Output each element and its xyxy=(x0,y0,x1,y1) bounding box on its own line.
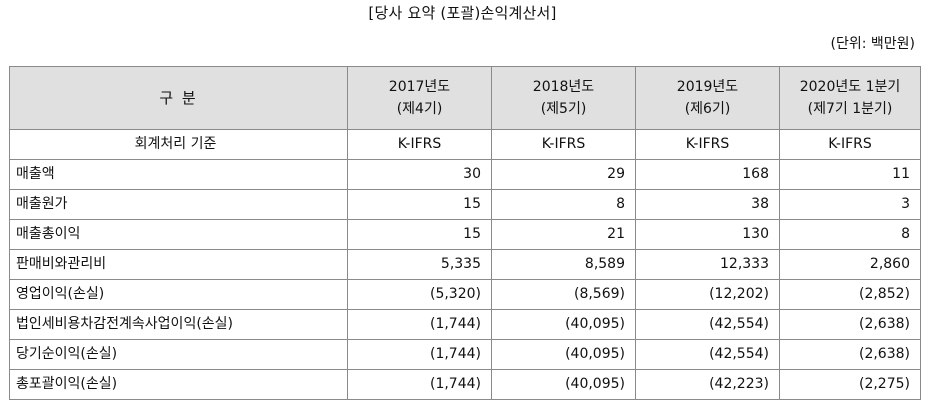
unit-note: (단위: 백만원) xyxy=(830,36,916,52)
period-header-2018: 2018년도 (제5기) xyxy=(491,66,636,130)
row-label: 법인세비용차감전계속사업이익(손실) xyxy=(9,309,348,340)
period-term: (제5기) xyxy=(540,101,587,117)
cell-value: 168 xyxy=(635,159,780,190)
cell-value: 29 xyxy=(491,159,636,190)
cell-value: 2,860 xyxy=(779,249,921,280)
cell-value: (40,095) xyxy=(491,309,636,340)
cell-value: (40,095) xyxy=(491,369,636,400)
cell-value: (42,554) xyxy=(635,339,780,370)
cell-value: (2,638) xyxy=(779,309,921,340)
cell-value: (12,202) xyxy=(635,279,780,310)
period-year: 2018년도 xyxy=(532,79,595,95)
period-header-2019: 2019년도 (제6기) xyxy=(635,66,780,130)
accounting-basis-row: 회계처리 기준 K-IFRS K-IFRS K-IFRS K-IFRS xyxy=(9,129,921,160)
cell-value: (1,744) xyxy=(347,309,492,340)
cell-value: (2,275) xyxy=(779,369,921,400)
table-row: 법인세비용차감전계속사업이익(손실) (1,744) (40,095) (42,… xyxy=(9,309,921,340)
row-label: 영업이익(손실) xyxy=(9,279,348,310)
period-term: (제6기) xyxy=(684,101,731,117)
cell-value: K-IFRS xyxy=(779,129,921,160)
cell-value: K-IFRS xyxy=(491,129,636,160)
period-header-2020q1: 2020년도 1분기 (제7기 1분기) xyxy=(779,66,921,130)
row-label: 매출액 xyxy=(9,159,348,190)
cell-value: (1,744) xyxy=(347,339,492,370)
cell-value: (8,569) xyxy=(491,279,636,310)
row-label: 회계처리 기준 xyxy=(9,129,348,160)
period-header-2017: 2017년도 (제4기) xyxy=(347,66,492,130)
table-row: 매출총이익 15 21 130 8 xyxy=(9,219,921,250)
cell-value: 5,335 xyxy=(347,249,492,280)
period-term: (제4기) xyxy=(396,101,443,117)
cell-value: 130 xyxy=(635,219,780,250)
table-row: 영업이익(손실) (5,320) (8,569) (12,202) (2,852… xyxy=(9,279,921,310)
row-label: 판매비와관리비 xyxy=(9,249,348,280)
cell-value: (5,320) xyxy=(347,279,492,310)
cell-value: 38 xyxy=(635,189,780,220)
row-label: 총포괄이익(손실) xyxy=(9,369,348,400)
cell-value: K-IFRS xyxy=(635,129,780,160)
table-row: 판매비와관리비 5,335 8,589 12,333 2,860 xyxy=(9,249,921,280)
label-header: 구 분 xyxy=(9,66,348,130)
cell-value: (40,095) xyxy=(491,339,636,370)
cell-value: 11 xyxy=(779,159,921,190)
cell-value: 8,589 xyxy=(491,249,636,280)
period-year: 2019년도 xyxy=(676,79,739,95)
cell-value: 21 xyxy=(491,219,636,250)
period-year: 2020년도 1분기 xyxy=(799,79,901,95)
cell-value: (1,744) xyxy=(347,369,492,400)
cell-value: (42,554) xyxy=(635,309,780,340)
cell-value: 15 xyxy=(347,219,492,250)
cell-value: 12,333 xyxy=(635,249,780,280)
cell-value: 15 xyxy=(347,189,492,220)
document-title: [당사 요약 (포괄)손익계산서] xyxy=(368,4,557,22)
cell-value: 8 xyxy=(491,189,636,220)
row-label: 당기순이익(손실) xyxy=(9,339,348,370)
cell-value: 3 xyxy=(779,189,921,220)
table-row: 당기순이익(손실) (1,744) (40,095) (42,554) (2,6… xyxy=(9,339,921,370)
table-row: 매출액 30 29 168 11 xyxy=(9,159,921,190)
table-row: 총포괄이익(손실) (1,744) (40,095) (42,223) (2,2… xyxy=(9,369,921,400)
row-label: 매출총이익 xyxy=(9,219,348,250)
cell-value: 30 xyxy=(347,159,492,190)
cell-value: (2,638) xyxy=(779,339,921,370)
income-statement-table: 구 분 2017년도 (제4기) 2018년도 (제5기) 2019년도 (제6… xyxy=(9,66,921,400)
cell-value: K-IFRS xyxy=(347,129,492,160)
header-row: 구 분 2017년도 (제4기) 2018년도 (제5기) 2019년도 (제6… xyxy=(9,66,921,130)
table-row: 매출원가 15 8 38 3 xyxy=(9,189,921,220)
cell-value: (42,223) xyxy=(635,369,780,400)
cell-value: (2,852) xyxy=(779,279,921,310)
cell-value: 8 xyxy=(779,219,921,250)
period-term: (제7기 1분기) xyxy=(807,101,893,117)
row-label: 매출원가 xyxy=(9,189,348,220)
period-year: 2017년도 xyxy=(388,79,451,95)
